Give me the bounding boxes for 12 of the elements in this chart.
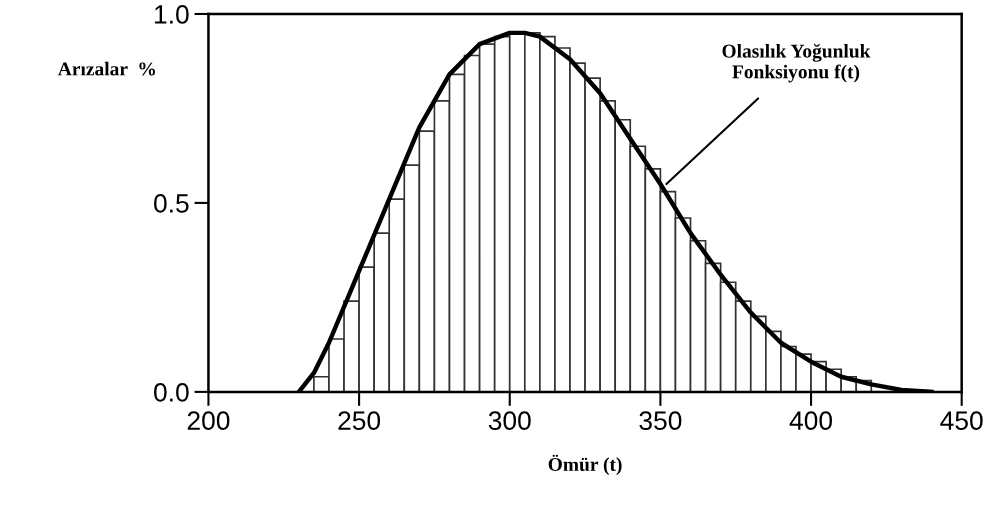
x-tick-label: 200 — [187, 411, 230, 431]
y-tick-label: 0.0 — [154, 383, 189, 402]
y-tick-label: 1.0 — [155, 5, 189, 24]
y-tick-label: 0.5 — [154, 194, 189, 213]
x-tick-label: 400 — [789, 411, 833, 431]
x-tick-label: 250 — [338, 411, 381, 431]
x-tick-label: 350 — [639, 411, 682, 431]
annotation: Olasılık Yoğunluk Fonksiyonu f(t) — [722, 43, 871, 83]
x-axis-title: Ömür (t) — [548, 454, 622, 475]
y-axis-title: Arızalar % — [57, 61, 155, 76]
x-tick-label: 450 — [940, 411, 983, 431]
x-tick-label: 300 — [488, 411, 531, 431]
